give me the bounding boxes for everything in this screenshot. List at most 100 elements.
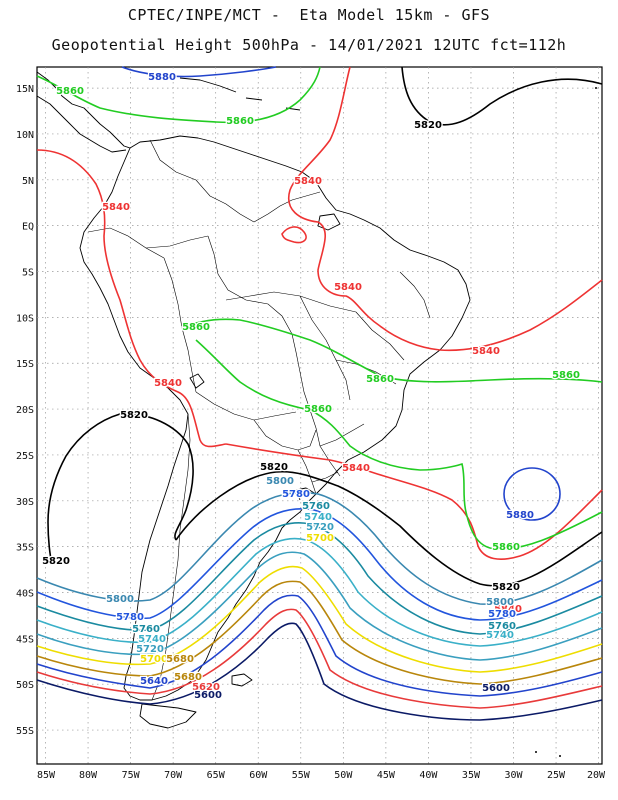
lon-tick-label: 50W bbox=[334, 770, 353, 781]
contour-label: 5820 bbox=[120, 410, 148, 421]
contour-label: 5740 bbox=[138, 634, 166, 645]
contour-label: 5620 bbox=[192, 682, 220, 693]
map-subtitle: Geopotential Height 500hPa - 14/01/2021 … bbox=[51, 36, 567, 54]
border-brazil-states-2 bbox=[299, 295, 351, 401]
contour-label: 5780 bbox=[116, 612, 144, 623]
contour-label: 5700 bbox=[140, 654, 168, 665]
contour-label: 5760 bbox=[488, 621, 516, 632]
contour-5780-trough bbox=[36, 508, 603, 621]
lon-tick-label: 25W bbox=[547, 770, 566, 781]
lon-tick-label: 30W bbox=[504, 770, 523, 781]
contour-label: 5600 bbox=[482, 683, 510, 694]
lat-tick-label: 15S bbox=[16, 359, 34, 370]
contour-label: 5840 bbox=[154, 378, 182, 389]
contour-label: 5600 bbox=[194, 690, 222, 701]
central-america-south-coast bbox=[36, 95, 127, 153]
contour-label: 5640 bbox=[140, 676, 168, 687]
contour-5640-trough bbox=[36, 594, 603, 697]
lat-tick-label: 40S bbox=[16, 589, 34, 600]
contour-5600-trough bbox=[36, 622, 603, 721]
contour-label: 5840 bbox=[102, 202, 130, 213]
contour-labels: 5880 5860 5860 5820 5840 5840 5840 5860 5840 5860… bbox=[41, 71, 581, 703]
contour-5860-south bbox=[195, 339, 603, 550]
lon-tick-label: 45W bbox=[377, 770, 396, 781]
lat-tick-label: 10N bbox=[16, 130, 34, 141]
caribbean-islands bbox=[179, 77, 301, 111]
contour-5740-trough bbox=[36, 537, 603, 647]
contour-label: 5800 bbox=[106, 594, 134, 605]
contour-5700-trough bbox=[36, 565, 603, 673]
contour-label: 5860 bbox=[366, 374, 394, 385]
contour-5760-trough bbox=[36, 522, 603, 635]
lat-tick-label: 5N bbox=[22, 176, 34, 187]
border-colombia-venezuela bbox=[149, 139, 255, 223]
border-ecuador-peru bbox=[87, 227, 165, 259]
contour-5880-high bbox=[503, 467, 561, 521]
lat-tick-label: 45S bbox=[16, 634, 34, 645]
contour-label: 5840 bbox=[342, 463, 370, 474]
border-brazil-states-6 bbox=[399, 271, 431, 319]
map-title: CPTEC/INPE/MCT - Eta Model 15km - GFS bbox=[127, 6, 491, 24]
lon-tick-label: 70W bbox=[164, 770, 183, 781]
marajo-island bbox=[317, 213, 341, 231]
contour-label: 5840 bbox=[472, 346, 500, 357]
lon-tick-label: 85W bbox=[37, 770, 56, 781]
lon-tick-label: 65W bbox=[207, 770, 226, 781]
contour-label: 5820 bbox=[492, 582, 520, 593]
border-argentina-uruguay bbox=[297, 449, 317, 495]
lat-tick-label: 25S bbox=[16, 451, 34, 462]
lat-tick-label: 15N bbox=[16, 84, 34, 95]
border-guianas bbox=[253, 191, 321, 223]
lat-tick-label: EQ bbox=[22, 222, 34, 233]
lat-tick-label: 20S bbox=[16, 405, 34, 416]
contour-5820-northeast bbox=[401, 66, 603, 126]
contour-5860-central bbox=[181, 318, 603, 383]
island-mark bbox=[559, 755, 561, 757]
border-paraguay bbox=[253, 419, 317, 451]
contour-label: 5840 bbox=[294, 176, 322, 187]
central-america-coast bbox=[36, 71, 131, 149]
lat-tick-label: 10S bbox=[16, 313, 34, 324]
contour-label: 5860 bbox=[226, 116, 254, 127]
contour-label: 5860 bbox=[304, 404, 332, 415]
contour-label: 5820 bbox=[42, 556, 70, 567]
contour-label: 5800 bbox=[486, 597, 514, 608]
lat-tick-label: 50S bbox=[16, 680, 34, 691]
border-colombia-peru bbox=[145, 235, 209, 249]
contour-5720-trough bbox=[36, 551, 603, 661]
contour-label: 5740 bbox=[304, 512, 332, 523]
coastlines bbox=[36, 71, 471, 729]
latitude-ticks: 15N 10N 5N EQ 5S 10S 15S 20S 25S 30S 35S 40S 45S 50S 5… bbox=[16, 84, 34, 737]
border-brazil-states-5 bbox=[319, 423, 365, 447]
contour-5840-loop bbox=[281, 226, 307, 244]
contour-label: 5780 bbox=[282, 489, 310, 500]
longitude-ticks: 85W 80W 75W 70W 65W 60W 55W 50W 45W 40W 35W 30W 25W 2… bbox=[37, 770, 606, 781]
lon-tick-label: 35W bbox=[462, 770, 481, 781]
lon-tick-label: 75W bbox=[122, 770, 141, 781]
contour-label: 5740 bbox=[486, 630, 514, 641]
contour-label: 5820 bbox=[414, 120, 442, 131]
contour-label: 5760 bbox=[302, 501, 330, 512]
border-brazil-states-1 bbox=[225, 291, 357, 313]
lat-tick-label: 35S bbox=[16, 543, 34, 554]
lon-tick-label: 80W bbox=[79, 770, 98, 781]
contour-5800-trough bbox=[36, 491, 603, 605]
falkland-islands bbox=[231, 673, 253, 687]
island-mark bbox=[535, 751, 537, 753]
lake-titicaca bbox=[189, 373, 205, 389]
contour-5840-north bbox=[36, 149, 227, 448]
contour-label: 5780 bbox=[488, 609, 516, 620]
island-mark bbox=[595, 87, 597, 89]
rio-de-la-plata bbox=[295, 487, 317, 501]
border-brazil-west bbox=[207, 235, 341, 477]
contour-label: 5860 bbox=[182, 322, 210, 333]
graticule bbox=[37, 67, 602, 764]
small-islands bbox=[535, 87, 597, 757]
lat-tick-label: 55S bbox=[16, 726, 34, 737]
border-bolivia-south bbox=[195, 391, 297, 421]
lat-tick-label: 30S bbox=[16, 497, 34, 508]
tierra-del-fuego bbox=[139, 703, 197, 729]
contour-lines bbox=[36, 66, 603, 721]
contour-5840-south bbox=[225, 443, 603, 560]
